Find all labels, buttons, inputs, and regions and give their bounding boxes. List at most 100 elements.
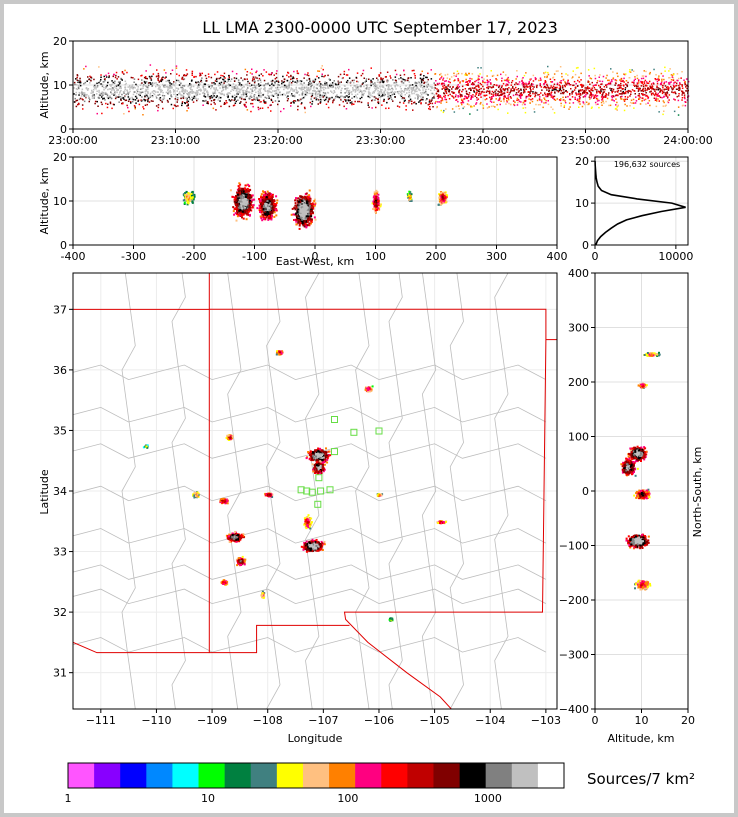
source-point [134, 107, 136, 110]
source-point [377, 87, 380, 90]
source-point [115, 95, 117, 97]
source-point [444, 86, 446, 88]
source-point [188, 194, 190, 197]
source-point [567, 81, 569, 83]
source-point [543, 97, 545, 99]
source-point [357, 88, 360, 90]
source-point [478, 88, 481, 91]
source-point [530, 78, 532, 80]
source-point [233, 87, 235, 90]
source-point [275, 92, 277, 95]
source-point [247, 196, 249, 199]
source-point [275, 214, 278, 217]
source-point [129, 101, 132, 103]
source-point [123, 73, 125, 75]
source-point [126, 71, 128, 74]
source-point [346, 102, 348, 104]
source-point [568, 102, 571, 104]
source-point [495, 92, 497, 95]
source-point [275, 72, 278, 75]
source-point [212, 107, 215, 110]
source-point [212, 91, 214, 94]
source-point [472, 82, 474, 84]
source-point [271, 83, 273, 85]
source-point [458, 108, 461, 110]
source-point [128, 92, 130, 94]
source-point [419, 95, 421, 97]
source-point [423, 92, 425, 95]
source-point [475, 102, 478, 104]
source-point [258, 93, 260, 95]
source-point [569, 106, 571, 108]
source-point [364, 81, 366, 83]
source-point [238, 186, 241, 189]
source-point [487, 82, 489, 84]
source-point [321, 94, 323, 97]
source-point [246, 84, 249, 87]
source-point [650, 90, 652, 92]
source-point [115, 96, 118, 99]
source-point [553, 95, 556, 98]
source-point [298, 99, 301, 102]
source-point [407, 79, 409, 81]
source-point [549, 87, 552, 89]
source-point [238, 190, 241, 192]
source-point [170, 83, 173, 85]
source-point [399, 101, 401, 104]
source-point [314, 90, 316, 92]
source-point [83, 68, 85, 70]
source-point [290, 87, 292, 89]
source-point [523, 88, 525, 91]
source-point [437, 90, 440, 93]
source-point [94, 83, 96, 86]
source-point [654, 78, 656, 80]
source-point [222, 86, 224, 89]
source-point [668, 70, 670, 72]
source-point [257, 83, 260, 85]
source-point [489, 79, 491, 81]
source-point [366, 88, 368, 90]
source-point [614, 82, 617, 84]
source-point [315, 97, 317, 99]
source-point [148, 101, 151, 103]
source-point [193, 95, 196, 98]
source-point [471, 78, 473, 80]
source-point [247, 184, 250, 186]
source-point [442, 85, 444, 88]
source-point [644, 88, 647, 90]
source-point [175, 65, 178, 67]
source-point [226, 87, 229, 89]
source-point [536, 99, 539, 102]
y-tick-label: 0 [60, 123, 67, 136]
source-point [167, 92, 169, 95]
source-point [409, 98, 412, 101]
source-point [296, 92, 298, 94]
source-point [238, 209, 241, 212]
source-point [503, 100, 505, 103]
source-point [363, 85, 365, 88]
source-point [623, 92, 625, 94]
source-point [276, 199, 279, 202]
source-point [223, 102, 226, 104]
source-point [456, 85, 459, 88]
source-point [663, 96, 665, 98]
source-point [605, 93, 607, 95]
source-point [177, 97, 179, 99]
source-point [101, 94, 104, 96]
source-point [373, 85, 375, 88]
source-point [536, 84, 538, 87]
source-point [134, 95, 137, 98]
source-point [445, 92, 448, 94]
source-point [317, 89, 320, 92]
source-point [362, 90, 365, 92]
source-point [609, 82, 612, 85]
source-point [103, 92, 105, 94]
source-point [388, 94, 390, 96]
source-point [626, 98, 628, 100]
source-point [394, 91, 396, 93]
source-point [259, 94, 261, 97]
source-point [423, 85, 425, 88]
source-point [150, 79, 153, 81]
source-point [100, 83, 102, 85]
source-point [576, 99, 579, 101]
